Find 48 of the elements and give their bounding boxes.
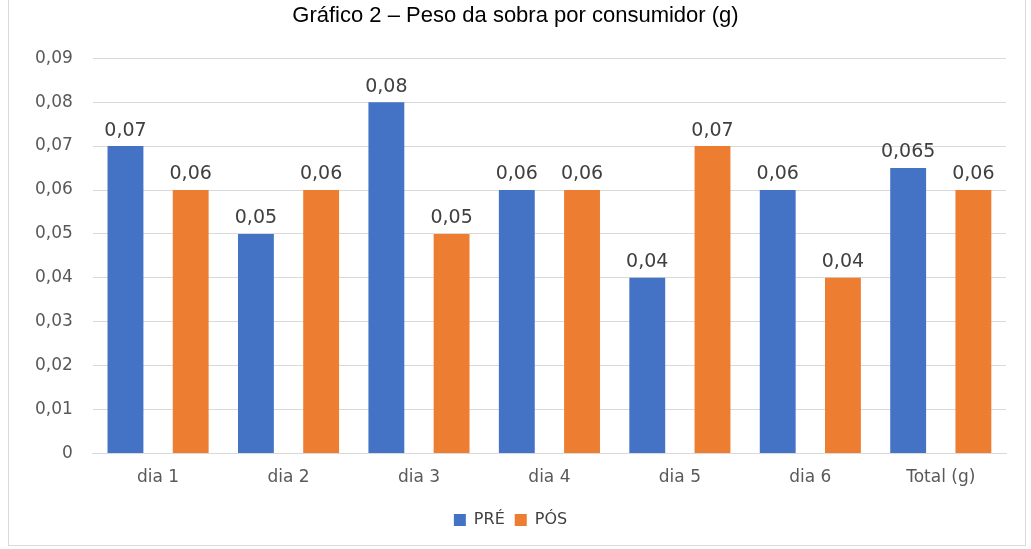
bar [759,190,796,454]
x-tick-label: dia 2 [267,466,310,487]
data-label: 0,08 [365,73,408,96]
bar [368,102,405,454]
data-label: 0,05 [430,205,473,228]
y-tick-label: 0,05 [34,222,73,243]
x-tick-label: dia 5 [658,466,701,487]
bar [890,168,927,454]
y-tick-label: 0,02 [34,354,73,375]
x-tick-label: dia 4 [528,466,571,487]
x-tick-label: Total (g) [905,466,976,487]
bar [172,190,209,454]
bar [498,190,535,454]
x-tick-label: dia 1 [137,466,180,487]
data-label: 0,07 [691,117,734,140]
data-label: 0,06 [756,161,799,184]
bar [237,233,274,454]
y-tick-label: 0,08 [34,90,73,111]
data-label: 0,065 [880,139,936,162]
bar [629,277,666,454]
legend-label: PÓS [534,509,568,529]
data-label: 0,06 [169,161,212,184]
x-tick-label: dia 3 [397,466,441,487]
y-tick-label: 0,04 [34,266,73,287]
bar [303,190,340,454]
data-label: 0,06 [952,161,995,184]
data-label: 0,06 [495,161,538,184]
data-label: 0,05 [234,205,278,228]
bar [433,233,470,454]
data-label: 0,06 [299,161,343,184]
bar [107,146,144,454]
y-tick-label: 0,09 [34,46,73,67]
x-tick-label: dia 6 [789,466,832,487]
y-tick-label: 0,03 [34,310,73,331]
y-tick-label: 0 [62,442,73,463]
data-label: 0,04 [821,249,865,272]
y-tick-label: 0,06 [34,178,73,199]
bar [825,277,861,454]
bar [564,190,600,454]
bar [955,190,992,454]
data-label: 0,06 [560,161,604,184]
chart-title: Gráfico 2 – Peso da sobra por consumidor (g) [291,2,740,28]
y-tick-label: 0,07 [34,134,73,155]
data-label: 0,04 [626,249,669,272]
legend-label: PRÉ [473,509,505,529]
bar [694,146,731,454]
y-tick-label: 0,01 [34,398,73,419]
data-label: 0,07 [104,117,147,140]
